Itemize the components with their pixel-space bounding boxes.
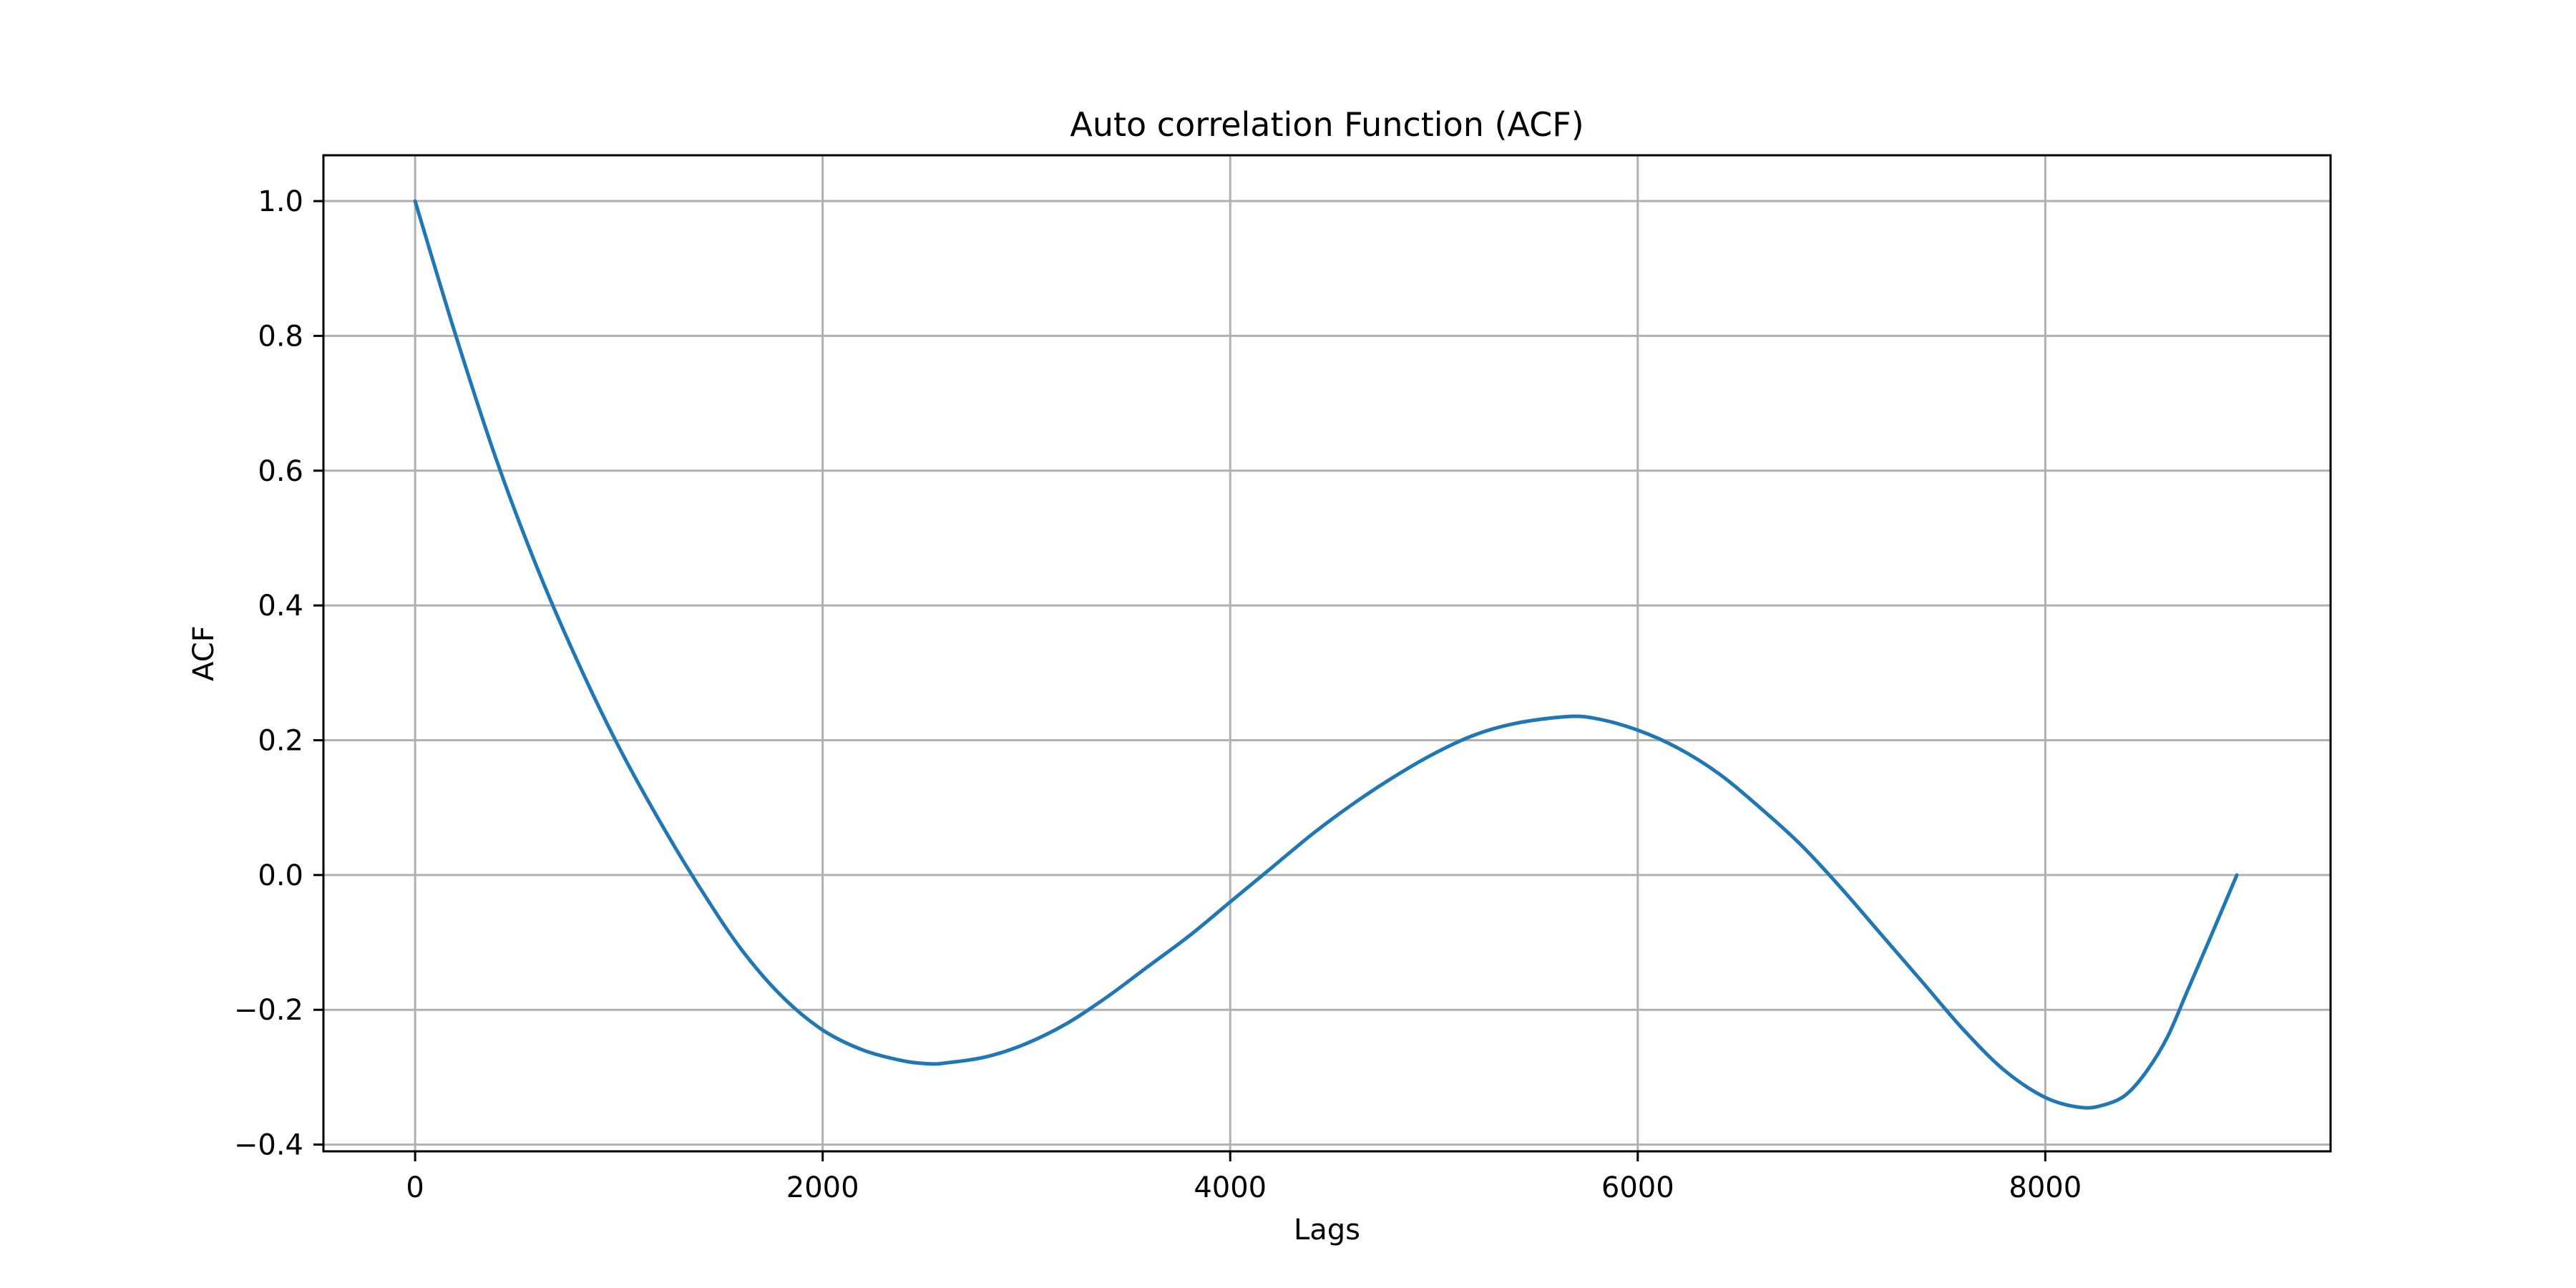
y-tick-label: −0.2 [234,994,303,1027]
x-tick-label: 0 [406,1171,424,1204]
y-tick-label: 0.2 [258,724,303,757]
y-tick-label: 0.6 [258,455,303,488]
x-tick-label: 8000 [2009,1171,2082,1204]
y-tick-label: −0.4 [234,1129,303,1162]
acf-line [413,199,2239,1110]
grid-lines [323,155,2331,1151]
y-tick-label: 0.0 [258,859,303,892]
x-axis-label: Lags [1294,1214,1360,1246]
plot-frame [322,154,2332,1153]
y-axis-label: ACF [187,625,220,681]
y-tick-label: 0.8 [258,320,303,353]
y-tick-label: 0.4 [258,590,303,623]
x-tick-label: 6000 [1601,1171,1674,1204]
series-layer [413,199,2239,1110]
x-tick-label: 4000 [1194,1171,1267,1204]
x-tick-label: 2000 [786,1171,859,1204]
chart-title: Auto correlation Function (ACF) [1070,105,1584,144]
axis-ticks: 0 2000 4000 6000 8000 1.0 0.8 0.6 0.4 0.2 0.0 −0.2 −… [234,185,2082,1204]
y-tick-label: 1.0 [258,185,303,218]
